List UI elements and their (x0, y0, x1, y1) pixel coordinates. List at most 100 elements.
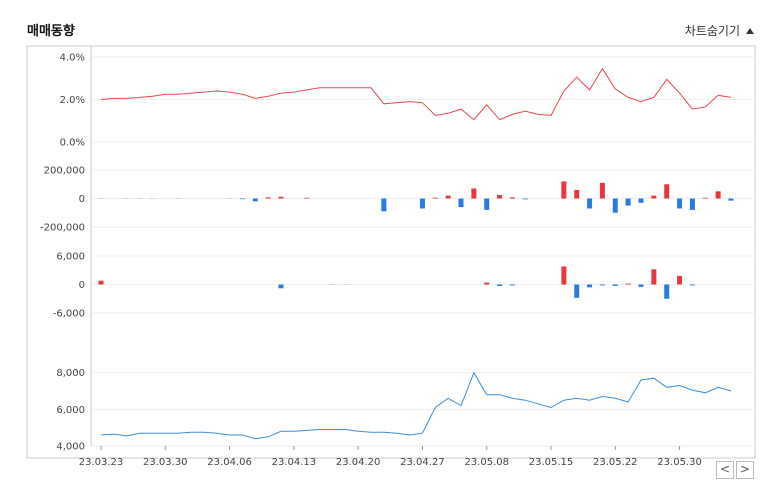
institution-bar (227, 284, 232, 285)
price-point (113, 98, 114, 99)
volume-point (190, 432, 191, 433)
foreign-bar (227, 198, 233, 199)
price-point (730, 97, 731, 98)
institution-bar (137, 284, 142, 285)
volume-point (165, 433, 166, 434)
institution-bar (214, 284, 219, 285)
foreign-bar (728, 198, 734, 201)
price-point (499, 119, 500, 120)
prev-button[interactable]: < (716, 461, 734, 479)
chart-frame (26, 45, 756, 459)
volume-point (139, 433, 140, 434)
foreign-bar (214, 198, 219, 199)
volume-point (615, 398, 616, 399)
institution-bar (497, 284, 503, 286)
price-point (435, 115, 436, 116)
volume-point (332, 429, 333, 430)
price-ytick-label: 4.0% (60, 53, 85, 64)
foreign-bar (599, 182, 605, 199)
institution-bar (587, 284, 593, 288)
volume-point (242, 434, 243, 435)
foreign-bar (111, 198, 116, 199)
foreign-bar (304, 197, 310, 199)
volume-point (178, 433, 179, 434)
volume-point (628, 401, 629, 402)
price-ytick-label: 2.0% (60, 95, 85, 106)
price-point (293, 91, 294, 92)
volume-point (589, 400, 590, 401)
price-point (448, 113, 449, 114)
foreign-bar (574, 189, 580, 199)
volume-point (319, 429, 320, 430)
foreign-ytick-label: 0 (79, 194, 85, 205)
x-tick-label: 23.04.06 (207, 457, 252, 468)
institution-bar (561, 266, 567, 285)
institution-bar (471, 284, 476, 285)
volume-point (730, 390, 731, 391)
volume-point (396, 433, 397, 434)
next-button[interactable]: > (736, 461, 754, 479)
foreign-bar (471, 188, 477, 199)
caret-up-icon (746, 28, 754, 34)
foreign-bar (330, 198, 335, 199)
volume-point (293, 431, 294, 432)
institution-bar (291, 284, 296, 285)
price-point (255, 98, 256, 99)
volume-point (216, 433, 217, 434)
foreign-bar (163, 198, 168, 199)
foreign-bar (702, 197, 708, 199)
institution-bar (599, 284, 605, 286)
volume-point (345, 429, 346, 430)
foreign-bar (137, 198, 143, 199)
institution-bar (278, 284, 284, 289)
price-point (718, 95, 719, 96)
institution-ytick-label: 6,000 (56, 252, 85, 263)
institution-bar (612, 284, 618, 286)
price-point (473, 119, 474, 120)
foreign-bar (522, 198, 528, 200)
price-point (666, 79, 667, 80)
price-point (332, 87, 333, 88)
foreign-bar (587, 198, 593, 209)
volume-ytick-label: 6,000 (56, 405, 85, 416)
price-point (640, 101, 641, 102)
foreign-bar (407, 198, 412, 199)
institution-bar (523, 284, 528, 285)
price-point (126, 98, 127, 99)
price-point (576, 77, 577, 78)
price-point (100, 99, 101, 100)
foreign-bar (98, 198, 104, 199)
foreign-bar (549, 198, 554, 199)
price-point (370, 87, 371, 88)
volume-point (448, 398, 449, 399)
foreign-ytick-label: -200,000 (40, 223, 85, 234)
institution-bar (651, 269, 657, 285)
volume-point (538, 403, 539, 404)
foreign-bar (677, 198, 683, 209)
institution-bar (150, 284, 155, 285)
foreign-bar (484, 198, 490, 210)
x-tick-label: 23.04.27 (400, 457, 445, 468)
foreign-bar (458, 198, 464, 208)
price-point (165, 94, 166, 95)
volume-series-line (100, 371, 732, 440)
x-tick-label: 23.05.22 (593, 457, 638, 468)
price-point (615, 88, 616, 89)
price-point (512, 114, 513, 115)
volume-point (422, 433, 423, 434)
volume-point (203, 432, 204, 433)
volume-point (666, 387, 667, 388)
foreign-bar (638, 198, 644, 203)
x-tick-label: 23.05.08 (464, 457, 509, 468)
institution-bar (716, 284, 721, 285)
price-point (692, 108, 693, 109)
hide-chart-button[interactable]: 차트숨기기 (685, 22, 754, 39)
foreign-bar (149, 198, 155, 199)
volume-point (499, 394, 500, 395)
price-point (383, 103, 384, 104)
foreign-bar (369, 198, 374, 199)
foreign-bar (689, 198, 695, 210)
volume-point (383, 432, 384, 433)
institution-bar (407, 284, 412, 285)
